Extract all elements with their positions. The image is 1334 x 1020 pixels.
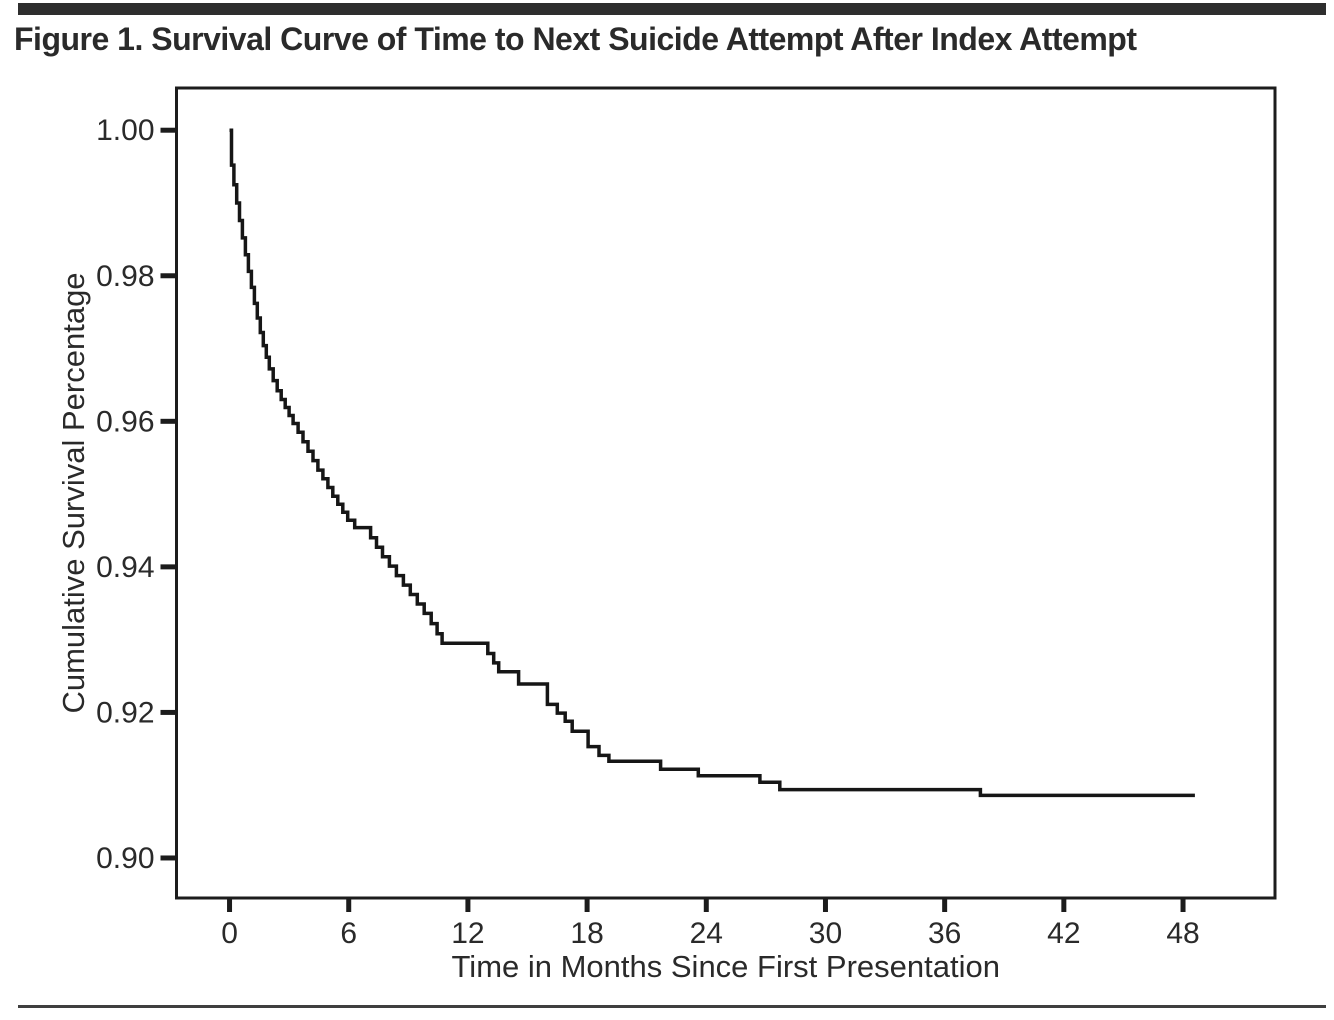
x-tick-label: 12 [451, 917, 484, 950]
x-tick-label: 18 [570, 917, 603, 950]
x-tick-label: 6 [340, 917, 357, 950]
plot-frame [175, 86, 1277, 900]
survival-step-curve [229, 128, 1195, 798]
y-tick-label: 0.90 [96, 842, 154, 875]
bottom-rule [18, 1005, 1326, 1008]
y-tick-label: 1.00 [96, 114, 154, 147]
y-tick-label: 0.96 [96, 405, 154, 438]
y-tick-label: 0.94 [96, 551, 154, 584]
top-rule-bar [18, 3, 1326, 15]
figure-title: Figure 1. Survival Curve of Time to Next… [14, 21, 1137, 57]
x-tick-label: 0 [221, 917, 238, 950]
x-tick-label: 24 [690, 917, 723, 950]
x-tick-label: 30 [809, 917, 842, 950]
y-tick-label: 0.92 [96, 696, 154, 729]
y-tick-label: 0.98 [96, 260, 154, 293]
x-tick-label: 48 [1166, 917, 1199, 950]
x-axis-title: Time in Months Since First Presentation [452, 949, 1000, 984]
x-tick-label: 42 [1047, 917, 1080, 950]
y-axis-title: Cumulative Survival Percentage [56, 272, 91, 713]
x-tick-label: 36 [928, 917, 961, 950]
